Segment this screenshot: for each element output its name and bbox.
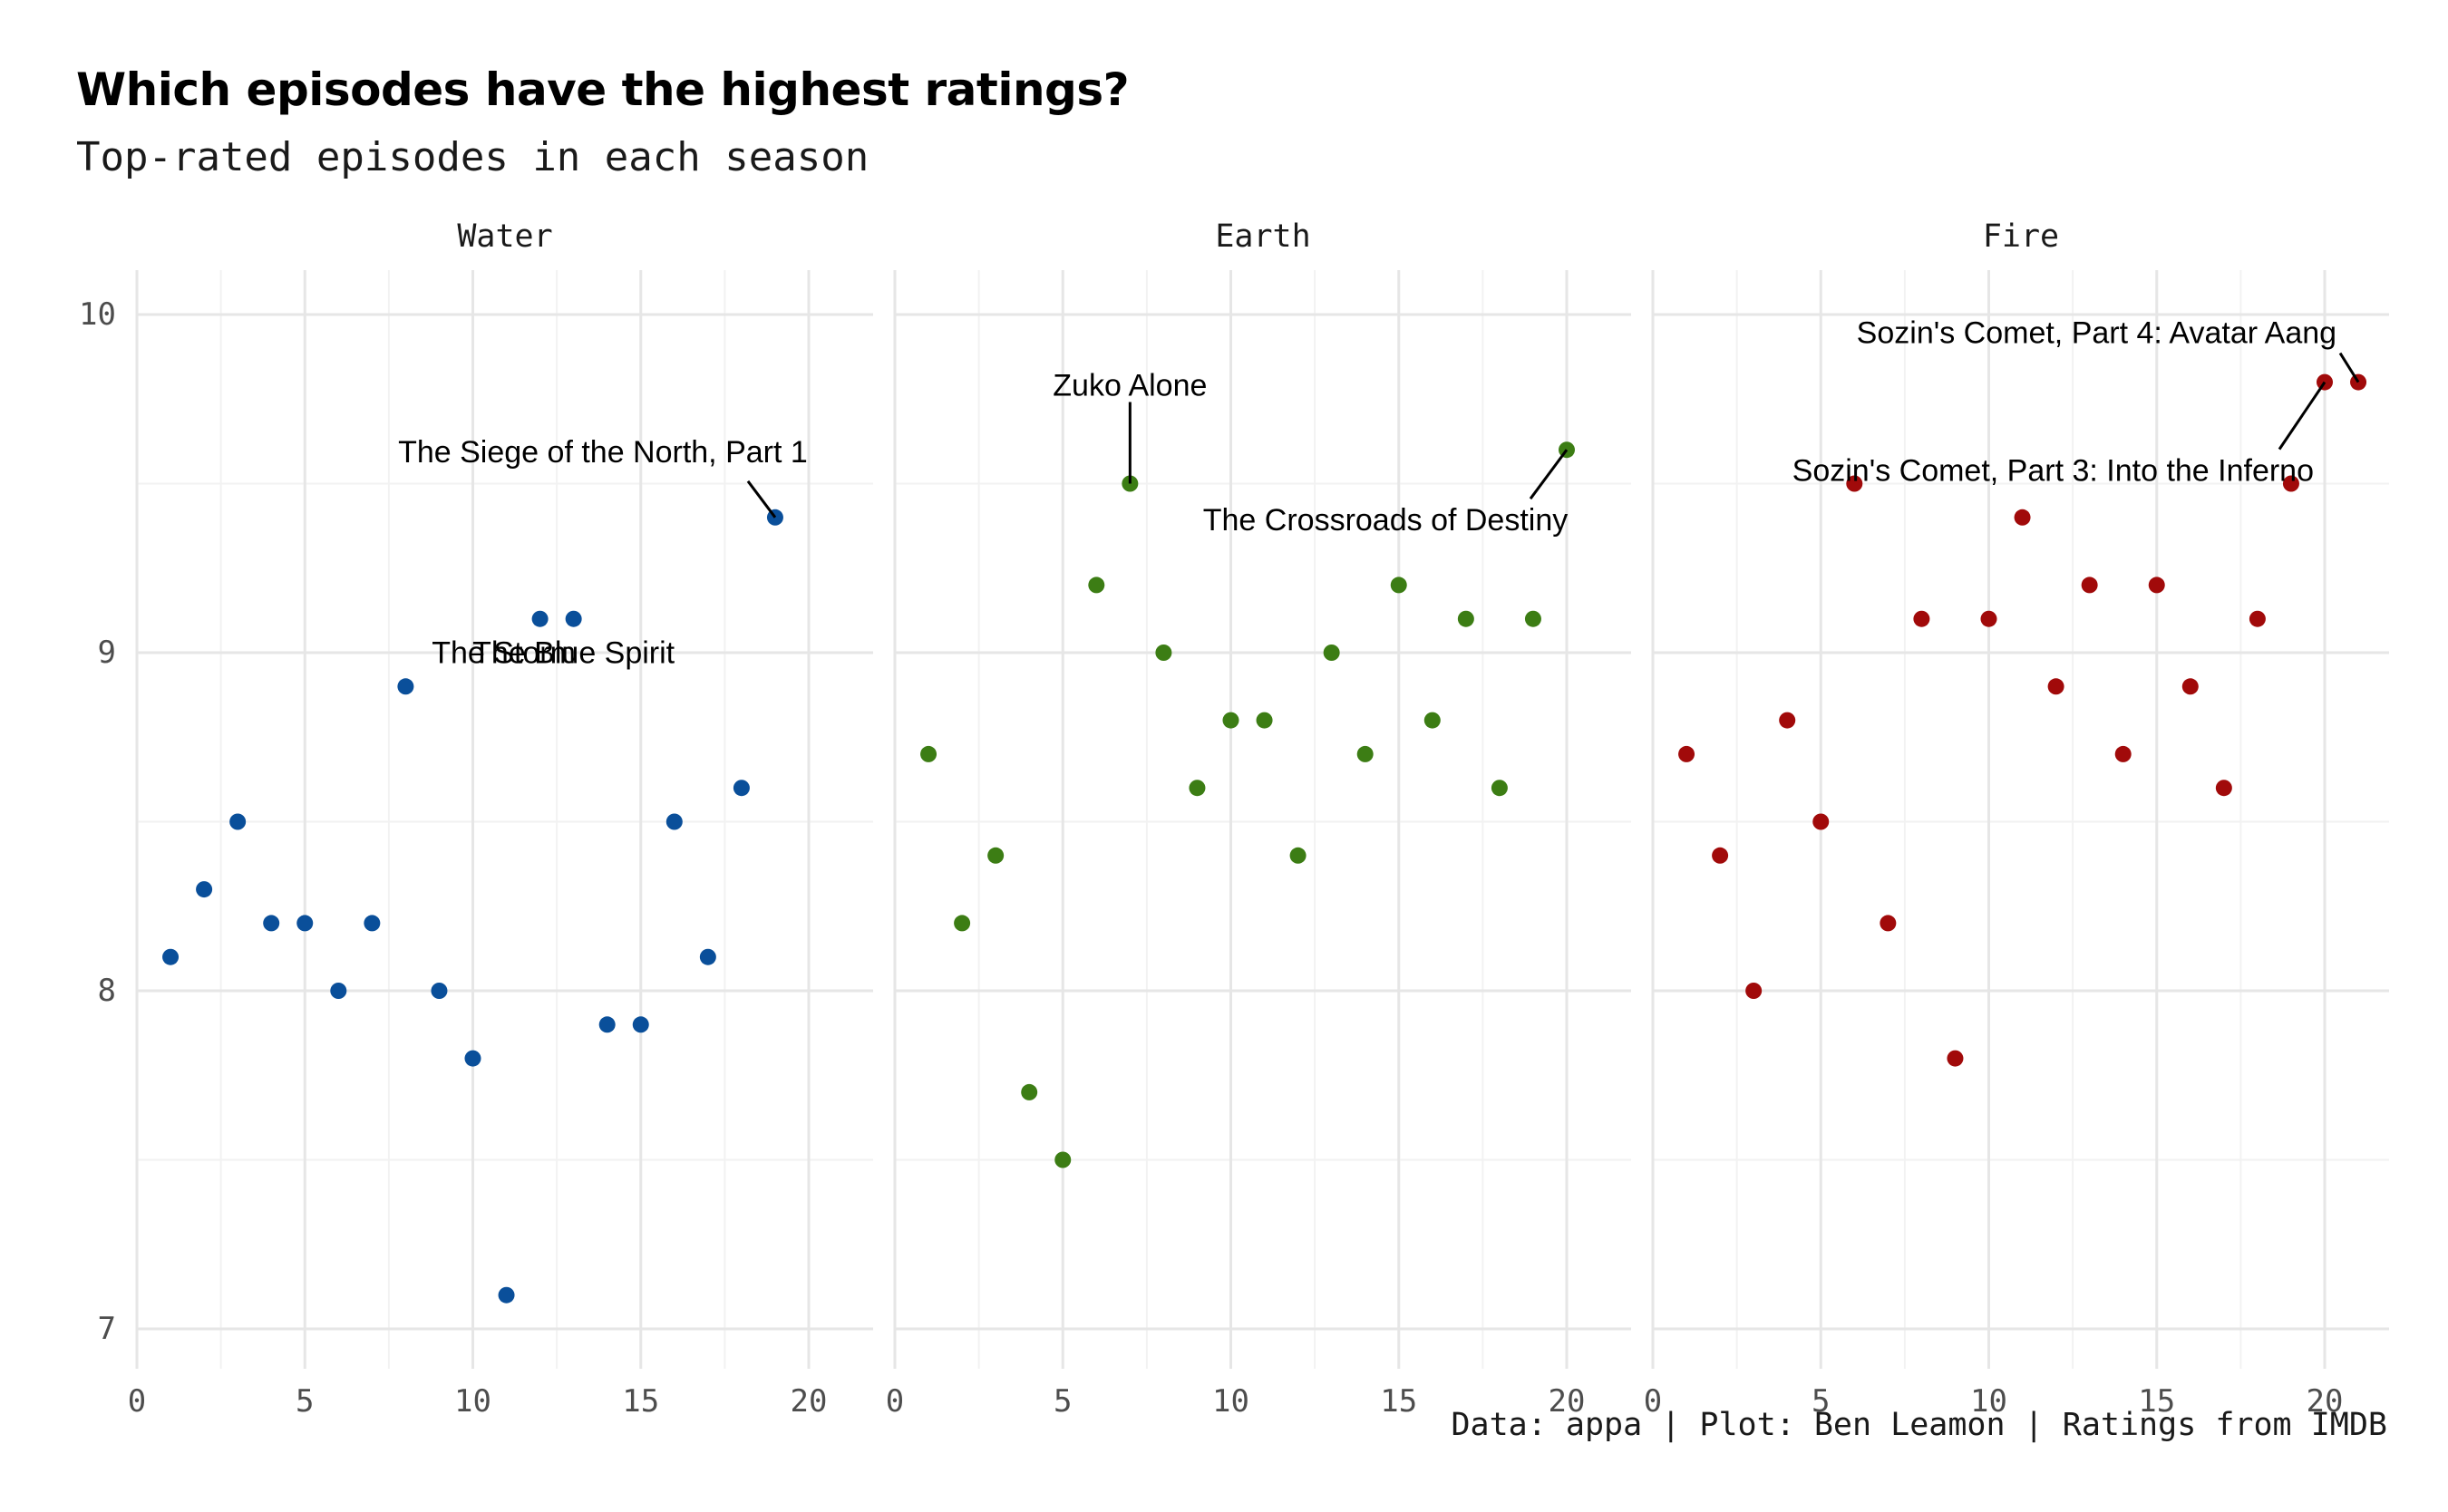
data-point [1980, 610, 1997, 627]
data-point [196, 881, 213, 898]
data-point [1812, 813, 1830, 830]
data-point [1524, 610, 1541, 627]
data-point [330, 983, 347, 999]
data-point [1745, 983, 1763, 999]
x-tick-label: 10 [1970, 1383, 2007, 1420]
data-point [2215, 780, 2232, 797]
data-point [1457, 610, 1474, 627]
label-leader-line [2338, 352, 2360, 383]
data-point [2014, 509, 2031, 526]
x-tick-label: 5 [296, 1383, 314, 1420]
data-point [1256, 712, 1273, 729]
data-point [2249, 610, 2266, 627]
x-tick-label: 10 [1212, 1383, 1249, 1420]
facet-strip-earth: Earth [1215, 218, 1310, 255]
data-point [1021, 1083, 1038, 1100]
data-point [632, 1016, 649, 1033]
chart-title: Which episodes have the highest ratings? [76, 63, 1130, 116]
data-point [464, 1050, 481, 1067]
x-tick-label: 15 [622, 1383, 659, 1420]
data-point [1678, 745, 1695, 762]
x-tick-label: 0 [128, 1383, 146, 1420]
data-point [1913, 610, 1930, 627]
data-point [565, 610, 582, 627]
y-tick-label: 9 [98, 635, 116, 671]
data-point [1491, 780, 1508, 797]
data-point [1289, 847, 1307, 864]
point-label: Sozin's Comet, Part 4: Avatar Aang [1857, 316, 2336, 351]
data-point [2148, 577, 2165, 594]
data-point [1088, 577, 1105, 594]
data-point [954, 915, 971, 932]
data-point [1712, 847, 1729, 864]
data-point [2081, 577, 2098, 594]
x-tick-label: 20 [1549, 1383, 1586, 1420]
chart-caption: Data: appa | Plot: Ben Leamon | Ratings … [1451, 1407, 2387, 1443]
x-tick-label: 10 [454, 1383, 491, 1420]
data-point [431, 983, 448, 999]
point-label: The Blue Spirit [472, 636, 675, 671]
data-point [1846, 475, 1863, 492]
x-tick-label: 0 [886, 1383, 904, 1420]
data-point [733, 780, 750, 797]
data-point [2181, 678, 2199, 695]
label-leader-line [746, 480, 777, 519]
y-tick-label: 8 [98, 973, 116, 1009]
x-tick-label: 0 [1644, 1383, 1662, 1420]
x-tick-label: 5 [1054, 1383, 1072, 1420]
data-point [598, 1016, 616, 1033]
data-point [1880, 915, 1897, 932]
data-point [531, 610, 549, 627]
point-label: The Storm [432, 636, 576, 671]
x-tick-label: 15 [1380, 1383, 1417, 1420]
x-tick-label: 5 [1812, 1383, 1830, 1420]
data-point [296, 915, 314, 932]
x-tick-label: 20 [791, 1383, 828, 1420]
data-point [1390, 577, 1407, 594]
data-point [263, 915, 280, 932]
facet-strip-fire: Fire [1983, 218, 2059, 255]
data-point [2047, 678, 2064, 695]
data-point [1222, 712, 1239, 729]
label-leader-line [2278, 381, 2327, 451]
point-label: Zuko Alone [1053, 369, 1207, 403]
point-label: The Crossroads of Destiny [1203, 503, 1569, 538]
facet-strip-water: Water [457, 218, 552, 255]
y-tick-label: 10 [79, 296, 116, 333]
data-point [1054, 1151, 1072, 1168]
x-tick-label: 15 [2138, 1383, 2175, 1420]
data-point [498, 1286, 515, 1304]
label-leader-line [1529, 449, 1569, 500]
data-point [397, 678, 414, 695]
data-point [920, 745, 937, 762]
data-point [987, 847, 1005, 864]
data-point [1323, 645, 1340, 661]
data-point [1189, 780, 1206, 797]
point-label: The Siege of the North, Part 1 [398, 435, 808, 470]
data-point [229, 813, 247, 830]
data-point [1947, 1050, 1964, 1067]
data-point [364, 915, 381, 932]
data-point [2282, 475, 2299, 492]
data-point [665, 813, 683, 830]
data-point [699, 948, 716, 965]
data-point [1423, 712, 1441, 729]
y-tick-label: 7 [98, 1311, 116, 1347]
x-tick-label: 20 [2307, 1383, 2344, 1420]
point-label: Sozin's Comet, Part 3: Into the Inferno [1792, 454, 2314, 489]
data-point [162, 948, 180, 965]
data-point [1356, 745, 1374, 762]
chart-subtitle: Top-rated episodes in each season [76, 134, 869, 180]
data-point [1779, 712, 1796, 729]
data-point [1155, 645, 1172, 661]
data-point [2114, 745, 2132, 762]
